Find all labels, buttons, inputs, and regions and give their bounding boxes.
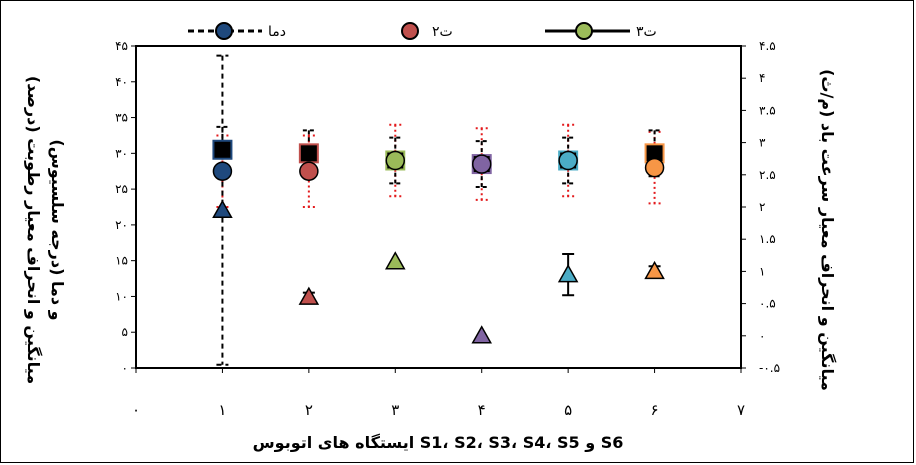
triangle-point (644, 260, 665, 280)
y-left-axis-title-line1: میانگین و انحراف معیار رطوبت (درصد) (24, 76, 43, 384)
y-left-tick-label: ۳۰ (115, 146, 128, 160)
x-tick-label: ۲ (305, 401, 313, 419)
y-right-tick-label: ۴.۵ (759, 39, 776, 53)
triangle-point (298, 286, 320, 305)
legend-marker-t2 (401, 22, 419, 40)
circle-point (385, 150, 406, 171)
x-tick-label: ۵ (564, 401, 572, 419)
circle-point (212, 161, 233, 181)
y-left-tick-label: ۱۵ (115, 254, 128, 268)
legend-label-t3: ۳ت (636, 24, 657, 40)
legend-marker-temp (215, 22, 233, 40)
square-point (212, 139, 233, 160)
y-left-axis-title-line2: و دما (درجه سلسیوس) (48, 139, 67, 320)
legend: دما ۲ت ۳ت (188, 22, 657, 40)
circle-point (471, 154, 492, 174)
y-left-tick-label: ۲۵ (115, 182, 128, 196)
y-right-tick-label: ۰.۵ (759, 297, 776, 311)
y-right-tick-label: ۱.۵ (759, 232, 776, 246)
y-right-tick-label: -۰.۵ (759, 361, 780, 375)
y-left-tick-label: ۴۵ (115, 39, 128, 53)
triangle-point (557, 264, 579, 283)
circle-point (558, 150, 578, 171)
circle-point (644, 157, 665, 178)
triangle-point (212, 199, 233, 218)
square-point (298, 143, 319, 164)
y-left-tick-label: ۰ (122, 361, 128, 375)
y-right-tick-label: ۴ (759, 71, 765, 85)
y-left-tick-label: ۵ (122, 325, 128, 339)
y-right-tick-label: ۳ (759, 136, 766, 150)
y-left-tick-label: ۳۵ (115, 111, 128, 125)
legend-label-temp: دما (268, 24, 286, 40)
x-tick-label: ۰ (132, 401, 140, 419)
y-right-axis-title: میانگین و انحراف معیار سرعت باد (م/ث) (818, 69, 837, 391)
y-right-tick-label: ۱ (759, 264, 765, 278)
triangle-point (385, 251, 406, 270)
x-tick-label: ۶ (651, 401, 659, 419)
y-right-tick-label: ۰ (759, 329, 765, 343)
y-left-tick-label: ۱۰ (115, 289, 128, 303)
x-tick-label: ۳ (391, 401, 399, 419)
y-right-tick-label: ۳.۵ (759, 103, 776, 117)
circle-point (299, 161, 319, 181)
y-right-tick-label: ۲.۵ (759, 168, 776, 182)
x-tick-label: ۷ (737, 401, 745, 419)
y-left-tick-label: ۲۰ (115, 218, 128, 232)
x-axis-title: ایستگاه های اتوبوس S1، S2، S3، S4، S5 و … (253, 433, 624, 452)
triangle-point (471, 325, 492, 344)
legend-label-t2: ۲ت (432, 24, 453, 40)
y-left-tick-label: ۴۰ (115, 75, 128, 89)
legend-marker-t3 (575, 22, 593, 40)
x-tick-label: ۴ (478, 401, 486, 419)
y-right-tick-label: ۲ (759, 200, 765, 214)
x-tick-label: ۱ (218, 401, 226, 419)
